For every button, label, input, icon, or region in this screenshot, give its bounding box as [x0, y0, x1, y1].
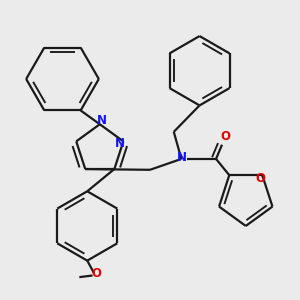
- Text: O: O: [220, 130, 230, 143]
- Text: N: N: [97, 114, 106, 128]
- Text: O: O: [92, 267, 101, 280]
- Text: N: N: [115, 136, 125, 149]
- Text: N: N: [177, 152, 188, 164]
- Text: O: O: [256, 172, 266, 185]
